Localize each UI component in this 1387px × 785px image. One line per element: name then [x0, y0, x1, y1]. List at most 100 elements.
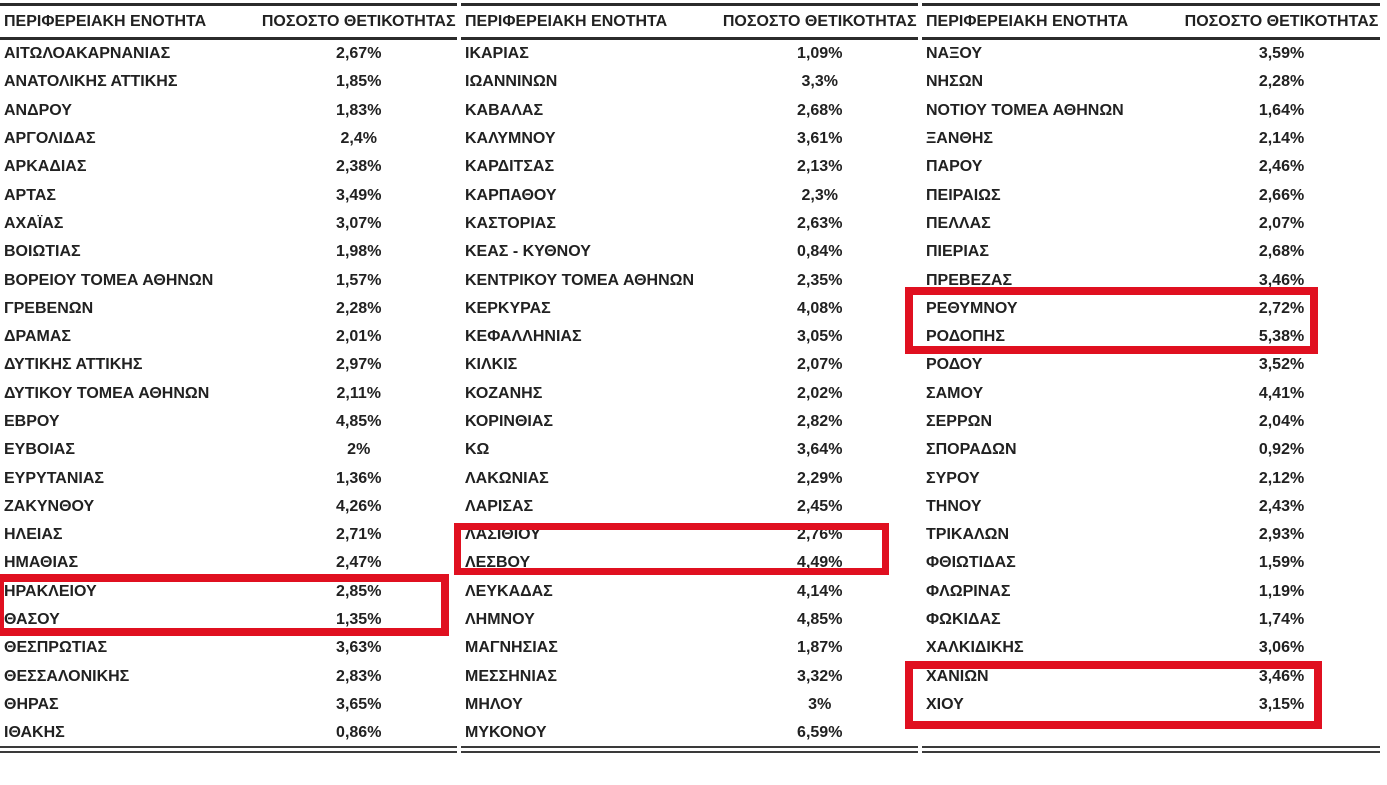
positivity-value: 2,46%	[1258, 158, 1305, 176]
table-row: ΑΝΑΤΟΛΙΚΗΣ ΑΤΤΙΚΗΣ 1,85%	[0, 68, 457, 96]
positivity-value: 3,61%	[797, 130, 843, 148]
positivity-value: 2,07%	[797, 356, 843, 374]
region-name: ΝΗΣΩΝ	[926, 73, 984, 91]
positivity-value: 3,3%	[801, 73, 838, 91]
table-row: ΑΧΑΪΑΣ 3,07%	[0, 210, 457, 238]
region-name: ΓΡΕΒΕΝΩΝ	[4, 299, 94, 317]
positivity-value: 4,14%	[797, 582, 843, 600]
region-name: ΛΕΣΒΟΥ	[465, 554, 531, 572]
positivity-value: 1,74%	[1258, 611, 1305, 629]
table-row: ΗΛΕΙΑΣ 2,71%	[0, 521, 457, 549]
positivity-value: 3,05%	[797, 328, 843, 346]
table-row: ΕΥΒΟΙΑΣ 2%	[0, 436, 457, 464]
positivity-value: 1,85%	[336, 73, 382, 91]
region-name: ΚΟΖΑΝΗΣ	[465, 384, 543, 402]
table-row: ΚΙΛΚΙΣ 2,07%	[461, 351, 918, 379]
positivity-value: 3,46%	[1258, 667, 1305, 685]
table-bottom-rule	[461, 746, 918, 753]
positivity-value: 2,66%	[1258, 186, 1305, 204]
positivity-value: 1,36%	[336, 469, 382, 487]
table-row: ΚΑΡΠΑΘΟΥ 2,3%	[461, 181, 918, 209]
table-row: ΡΕΘΥΜΝΟΥ 2,72%	[922, 295, 1380, 323]
positivity-value: 2,68%	[1258, 243, 1305, 261]
region-name: ΣΕΡΡΩΝ	[926, 413, 992, 430]
positivity-value: 1,64%	[1258, 101, 1305, 119]
region-name: ΜΑΓΝΗΣΙΑΣ	[465, 639, 558, 657]
table-row: ΚΑΛΥΜΝΟΥ 3,61%	[461, 125, 918, 153]
positivity-value: 1,83%	[336, 101, 382, 119]
region-name: ΘΗΡΑΣ	[4, 695, 59, 713]
region-name: ΠΑΡΟΥ	[926, 158, 983, 176]
region-name: ΚΑΡΔΙΤΣΑΣ	[465, 158, 555, 176]
table-row: ΧΙΟΥ 3,15%	[922, 691, 1380, 719]
region-column-header: ΠΕΡΙΦΕΡΕΙΑΚΗ ΕΝΟΤΗΤΑ	[465, 12, 668, 30]
table-header: ΠΕΡΙΦΕΡΕΙΑΚΗ ΕΝΟΤΗΤΑ ΠΟΣΟΣΤΟ ΘΕΤΙΚΟΤΗΤΑΣ	[461, 6, 918, 40]
region-name: ΦΛΩΡΙΝΑΣ	[926, 582, 1011, 600]
table-row: ΧΑΛΚΙΔΙΚΗΣ 3,06%	[922, 634, 1380, 662]
region-name: ΕΥΒΟΙΑΣ	[4, 441, 75, 459]
region-name: ΧΑΛΚΙΔΙΚΗΣ	[926, 639, 1024, 657]
table-row: ΣΑΜΟΥ 4,41%	[922, 380, 1380, 408]
table-row: ΑΝΔΡΟΥ 1,83%	[0, 97, 457, 125]
table-row: ΛΑΚΩΝΙΑΣ 2,29%	[461, 464, 918, 492]
positivity-value: 2,29%	[797, 469, 843, 487]
region-name: ΠΕΛΛΑΣ	[926, 214, 991, 232]
positivity-value: 3,06%	[1258, 639, 1305, 657]
positivity-value: 0,84%	[797, 243, 843, 261]
table-row: ΛΗΜΝΟΥ 4,85%	[461, 606, 918, 634]
table-rows: ΝΑΞΟΥ 3,59% ΝΗΣΩΝ 2,28% ΝΟΤΙΟΥ ΤΟΜΕΑ ΑΘΗΝΩΝ 1…	[922, 40, 1380, 719]
regional-table-column-1: ΠΕΡΙΦΕΡΕΙΑΚΗ ΕΝΟΤΗΤΑ ΠΟΣΟΣΤΟ ΘΕΤΙΚΟΤΗΤΑΣ…	[0, 3, 457, 747]
highlight-box-irakleiou	[0, 574, 449, 636]
region-name: ΖΑΚΥΝΘΟΥ	[4, 497, 95, 515]
region-name: ΛΗΜΝΟΥ	[465, 611, 535, 629]
table-row: ΡΟΔΟΥ 3,52%	[922, 351, 1380, 379]
region-name: ΗΡΑΚΛΕΙΟΥ	[4, 582, 97, 600]
positivity-value: 3,07%	[336, 214, 382, 232]
region-name: ΑΡΚΑΔΙΑΣ	[4, 158, 87, 176]
table-row: ΠΙΕΡΙΑΣ 2,68%	[922, 238, 1380, 266]
positivity-value: 2,93%	[1258, 526, 1305, 544]
region-column-header: ΠΕΡΙΦΕΡΕΙΑΚΗ ΕΝΟΤΗΤΑ	[926, 12, 1129, 30]
table-row: ΛΕΥΚΑΔΑΣ 4,14%	[461, 578, 918, 606]
table-row: ΜΗΛΟΥ 3%	[461, 691, 918, 719]
positivity-value: 2,72%	[1258, 299, 1305, 317]
region-name: ΚΑΛΥΜΝΟΥ	[465, 130, 556, 148]
positivity-value: 2,11%	[336, 384, 381, 402]
positivity-value: 2,28%	[1258, 73, 1305, 91]
table-row: ΜΥΚΟΝΟΥ 6,59%	[461, 719, 918, 747]
positivity-value: 2,47%	[336, 554, 382, 572]
table-row: ΕΥΡΥΤΑΝΙΑΣ 1,36%	[0, 464, 457, 492]
positivity-value: 0,86%	[336, 724, 382, 742]
table-row: ΚΕΡΚΥΡΑΣ 4,08%	[461, 295, 918, 323]
table-row: ΣΠΟΡΑΔΩΝ 0,92%	[922, 436, 1380, 464]
region-name: ΕΥΡΥΤΑΝΙΑΣ	[4, 469, 104, 487]
positivity-value: 4,85%	[336, 413, 382, 430]
region-name: ΠΕΙΡΑΙΩΣ	[926, 186, 1001, 204]
table-row: ΚΑΡΔΙΤΣΑΣ 2,13%	[461, 153, 918, 181]
region-name: ΤΗΝΟΥ	[926, 497, 982, 515]
table-row: ΦΩΚΙΔΑΣ 1,74%	[922, 606, 1380, 634]
positivity-value: 3,15%	[1258, 695, 1305, 713]
table-row: ΝΑΞΟΥ 3,59%	[922, 40, 1380, 68]
region-name: ΛΕΥΚΑΔΑΣ	[465, 582, 553, 600]
positivity-value: 2,43%	[1258, 497, 1305, 515]
table-row: ΛΑΣΙΘΙΟΥ 2,76%	[461, 521, 918, 549]
table-rows: ΙΚΑΡΙΑΣ 1,09% ΙΩΑΝΝΙΝΩΝ 3,3% ΚΑΒΑΛΑΣ 2,68% ΚΑΛ…	[461, 40, 918, 747]
region-name: ΙΚΑΡΙΑΣ	[465, 45, 529, 63]
table-row: ΦΛΩΡΙΝΑΣ 1,19%	[922, 578, 1380, 606]
table-row: ΜΕΣΣΗΝΙΑΣ 3,32%	[461, 663, 918, 691]
positivity-value: 1,35%	[336, 611, 382, 629]
positivity-value: 5,38%	[1258, 328, 1305, 346]
region-name: ΛΑΣΙΘΙΟΥ	[465, 526, 541, 544]
positivity-value: 4,85%	[797, 611, 843, 629]
highlight-box-lasithiou	[454, 523, 889, 575]
region-name: ΑΝΑΤΟΛΙΚΗΣ ΑΤΤΙΚΗΣ	[4, 73, 178, 91]
table-row: ΒΟΙΩΤΙΑΣ 1,98%	[0, 238, 457, 266]
table-row: ΚΕΦΑΛΛΗΝΙΑΣ 3,05%	[461, 323, 918, 351]
positivity-value: 2,45%	[797, 497, 843, 515]
table-row: ΔΥΤΙΚΗΣ ΑΤΤΙΚΗΣ 2,97%	[0, 351, 457, 379]
table-row: ΚΟΖΑΝΗΣ 2,02%	[461, 380, 918, 408]
table-row: ΣΥΡΟΥ 2,12%	[922, 464, 1380, 492]
positivity-value: 2,97%	[336, 356, 382, 374]
table-row: ΡΟΔΟΠΗΣ 5,38%	[922, 323, 1380, 351]
